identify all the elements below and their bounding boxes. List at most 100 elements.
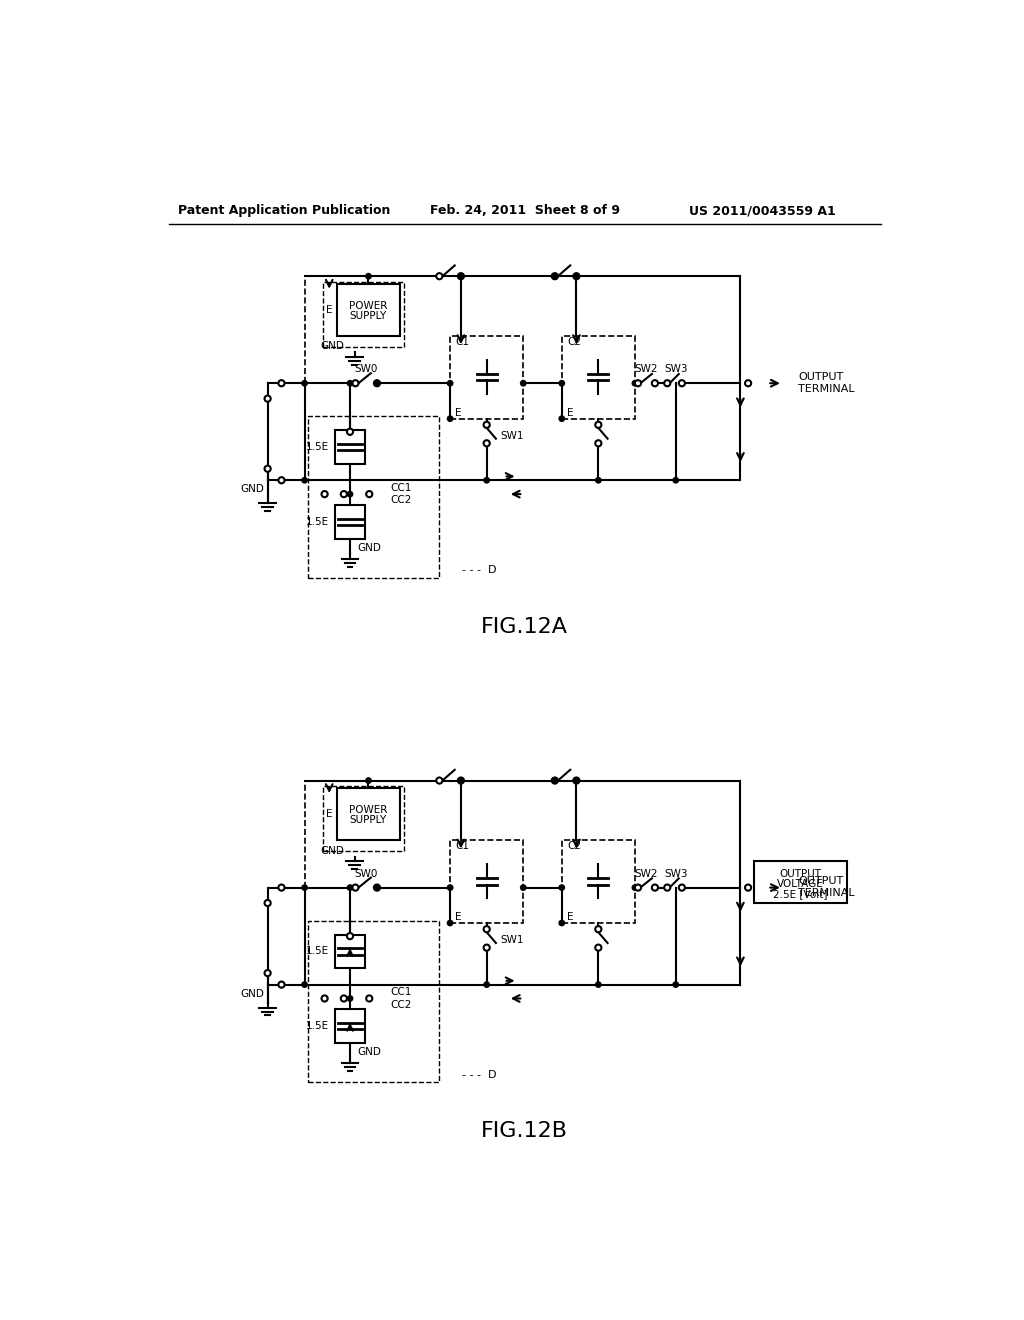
Circle shape	[673, 982, 679, 987]
Circle shape	[483, 927, 489, 932]
Circle shape	[436, 273, 442, 280]
Text: GND: GND	[240, 989, 264, 999]
Circle shape	[341, 995, 347, 1002]
Text: TERMINAL: TERMINAL	[798, 384, 855, 393]
Text: GND: GND	[240, 484, 264, 495]
Text: POWER: POWER	[349, 301, 388, 310]
Circle shape	[745, 380, 752, 387]
Text: SW0: SW0	[354, 869, 378, 879]
Text: E: E	[326, 809, 333, 818]
Circle shape	[447, 416, 453, 421]
Bar	[337, 788, 400, 840]
Text: C2: C2	[567, 841, 582, 851]
Text: C1: C1	[456, 337, 469, 347]
Text: GND: GND	[319, 342, 344, 351]
Circle shape	[679, 380, 685, 387]
Text: CC2: CC2	[391, 495, 413, 506]
Text: SW3: SW3	[664, 364, 687, 375]
Bar	[307, 416, 438, 578]
Circle shape	[367, 995, 373, 1002]
Text: Feb. 24, 2011  Sheet 8 of 9: Feb. 24, 2011 Sheet 8 of 9	[430, 205, 620, 218]
Circle shape	[347, 429, 353, 434]
Text: FIG.12B: FIG.12B	[481, 1121, 568, 1140]
Text: OUTPUT: OUTPUT	[779, 869, 821, 879]
Circle shape	[347, 380, 352, 385]
Circle shape	[341, 491, 347, 498]
Circle shape	[352, 884, 358, 891]
Circle shape	[596, 478, 601, 483]
Text: SW1: SW1	[501, 430, 524, 441]
Circle shape	[559, 416, 564, 421]
Text: 1.5E: 1.5E	[305, 946, 329, 957]
Text: SW2: SW2	[635, 869, 658, 879]
Circle shape	[264, 466, 270, 471]
Text: E: E	[456, 912, 462, 921]
Circle shape	[374, 380, 380, 387]
Circle shape	[596, 982, 601, 987]
Circle shape	[484, 478, 489, 483]
Text: OUTPUT: OUTPUT	[798, 372, 844, 381]
Bar	[335, 430, 366, 465]
Text: TERMINAL: TERMINAL	[798, 888, 855, 898]
Bar	[335, 506, 366, 539]
Circle shape	[458, 777, 464, 783]
Circle shape	[366, 777, 371, 783]
Text: E: E	[326, 305, 333, 314]
Circle shape	[279, 380, 285, 387]
Circle shape	[447, 884, 453, 890]
Circle shape	[458, 273, 464, 279]
Text: SW2: SW2	[635, 364, 658, 375]
Text: SW1: SW1	[501, 935, 524, 945]
Circle shape	[673, 478, 679, 483]
Circle shape	[374, 884, 380, 891]
Circle shape	[573, 273, 580, 280]
Text: E: E	[567, 408, 573, 417]
Circle shape	[552, 273, 557, 279]
Text: E: E	[567, 912, 573, 921]
Bar	[323, 281, 403, 347]
Text: GND: GND	[357, 1047, 382, 1057]
Circle shape	[652, 380, 658, 387]
Circle shape	[347, 884, 352, 890]
Circle shape	[302, 478, 307, 483]
Circle shape	[595, 927, 601, 932]
Text: GND: GND	[319, 846, 344, 855]
Circle shape	[559, 884, 564, 890]
Circle shape	[264, 970, 270, 977]
Circle shape	[632, 884, 638, 890]
Circle shape	[302, 982, 307, 987]
Circle shape	[347, 491, 352, 496]
Text: VOLTAGE: VOLTAGE	[777, 879, 824, 890]
Circle shape	[632, 380, 638, 385]
Text: 1.5E: 1.5E	[305, 1022, 329, 1031]
Circle shape	[595, 422, 601, 428]
Circle shape	[483, 422, 489, 428]
Bar	[335, 1010, 366, 1043]
Bar	[755, 861, 847, 903]
Text: CC2: CC2	[391, 999, 413, 1010]
Circle shape	[595, 945, 601, 950]
Circle shape	[347, 995, 352, 1001]
Circle shape	[458, 777, 464, 784]
Circle shape	[322, 995, 328, 1002]
Circle shape	[264, 900, 270, 906]
Circle shape	[635, 380, 641, 387]
Text: - - -  D: - - - D	[462, 565, 497, 576]
Circle shape	[665, 884, 671, 891]
Circle shape	[559, 920, 564, 925]
Circle shape	[552, 273, 558, 280]
Text: 1.5E: 1.5E	[305, 442, 329, 453]
Text: GND: GND	[357, 543, 382, 553]
Circle shape	[302, 884, 307, 890]
Circle shape	[552, 777, 558, 784]
Bar	[335, 935, 366, 969]
Circle shape	[367, 491, 373, 498]
Text: CC1: CC1	[391, 987, 413, 998]
Bar	[451, 335, 523, 418]
Circle shape	[374, 380, 380, 385]
Circle shape	[573, 777, 580, 783]
Text: C2: C2	[567, 337, 582, 347]
Circle shape	[279, 982, 285, 987]
Bar	[562, 840, 635, 923]
Circle shape	[483, 945, 489, 950]
